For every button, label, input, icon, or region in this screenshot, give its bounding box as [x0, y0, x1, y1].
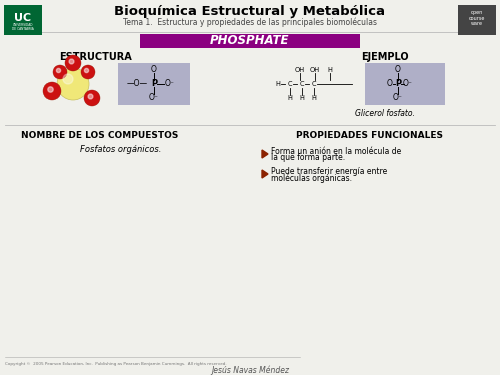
Text: H: H	[312, 95, 316, 101]
Text: O⁻: O⁻	[165, 80, 175, 88]
Text: Forma un anión en la molécula de: Forma un anión en la molécula de	[271, 147, 401, 156]
Circle shape	[57, 68, 89, 100]
Text: UNIVERSIDAD
DE CANTABRIA: UNIVERSIDAD DE CANTABRIA	[12, 23, 34, 31]
Circle shape	[48, 87, 53, 92]
Circle shape	[43, 82, 61, 100]
FancyBboxPatch shape	[365, 63, 445, 105]
Text: Fosfatos orgánicos.: Fosfatos orgánicos.	[80, 146, 162, 154]
FancyBboxPatch shape	[118, 63, 190, 105]
Text: H: H	[328, 67, 332, 73]
Circle shape	[56, 68, 60, 73]
Text: —O—: —O—	[126, 80, 148, 88]
Text: Glicerol fosfato.: Glicerol fosfato.	[355, 110, 415, 118]
Text: la que forma parte.: la que forma parte.	[271, 153, 345, 162]
FancyBboxPatch shape	[140, 34, 360, 48]
Text: OH: OH	[295, 67, 305, 73]
Text: PROPIEDADES FUNCIONALES: PROPIEDADES FUNCIONALES	[296, 130, 444, 140]
FancyBboxPatch shape	[4, 5, 42, 35]
Text: P: P	[151, 80, 157, 88]
Text: OH: OH	[310, 67, 320, 73]
Circle shape	[63, 74, 73, 84]
Circle shape	[81, 65, 95, 79]
Text: P: P	[395, 80, 401, 88]
Text: O⁻: O⁻	[403, 80, 413, 88]
Text: O: O	[387, 80, 393, 88]
Polygon shape	[262, 170, 268, 178]
Text: O⁻: O⁻	[149, 93, 159, 102]
Text: Puede transferir energía entre: Puede transferir energía entre	[271, 166, 387, 176]
Text: O: O	[151, 66, 157, 75]
Text: C: C	[288, 81, 292, 87]
Circle shape	[69, 59, 74, 64]
Circle shape	[84, 68, 88, 73]
Text: H: H	[276, 81, 280, 87]
Circle shape	[84, 90, 100, 106]
Text: open
course
ware: open course ware	[469, 10, 485, 26]
Text: Bioquímica Estructural y Metabólica: Bioquímica Estructural y Metabólica	[114, 6, 386, 18]
Text: EJEMPLO: EJEMPLO	[361, 52, 409, 62]
Text: ESTRUCTURA: ESTRUCTURA	[58, 52, 132, 62]
Text: UC: UC	[14, 13, 32, 23]
Polygon shape	[262, 150, 268, 158]
Text: Tema 1.  Estructura y propiedades de las principales biomoléculas: Tema 1. Estructura y propiedades de las …	[123, 17, 377, 27]
Text: C: C	[300, 81, 304, 87]
Text: O: O	[395, 66, 401, 75]
FancyBboxPatch shape	[458, 5, 496, 35]
Text: PHOSPHATE: PHOSPHATE	[210, 34, 290, 48]
Text: Copyright ©  2005 Pearson Education, Inc.  Publishing as Pearson Benjamin Cummin: Copyright © 2005 Pearson Education, Inc.…	[5, 362, 226, 366]
Circle shape	[53, 65, 67, 79]
Text: H: H	[300, 95, 304, 101]
Text: H: H	[288, 95, 292, 101]
Text: NOMBRE DE LOS COMPUESTOS: NOMBRE DE LOS COMPUESTOS	[22, 130, 178, 140]
Text: Jesús Navas Méndez: Jesús Navas Méndez	[211, 365, 289, 375]
Text: moléculas orgánicas.: moléculas orgánicas.	[271, 173, 352, 183]
Text: O⁻: O⁻	[393, 93, 403, 102]
Circle shape	[65, 55, 81, 71]
Text: C: C	[312, 81, 316, 87]
Circle shape	[88, 94, 93, 99]
